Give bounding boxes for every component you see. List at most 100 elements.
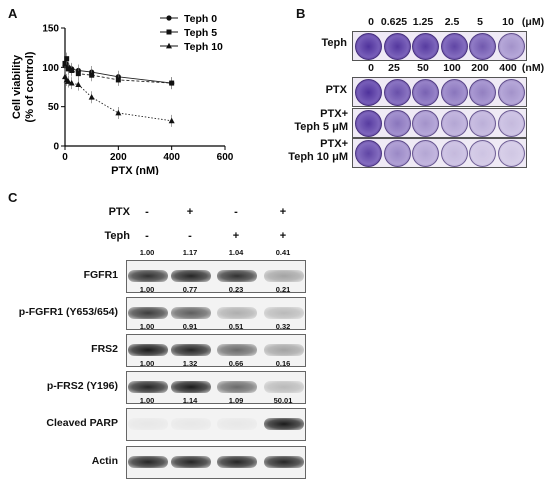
dose-unit: (nM) [521, 62, 545, 74]
data-point [88, 94, 95, 100]
densitometry-value: 0.51 [228, 322, 244, 331]
treatment-sign: + [279, 206, 287, 218]
protein-band [171, 418, 211, 430]
data-point [64, 56, 70, 62]
blot-image [126, 446, 306, 479]
ptx-teph5-well-strip [352, 108, 527, 138]
treatment-sign: + [279, 230, 287, 242]
densitometry-value: 50.01 [273, 396, 293, 405]
data-point [168, 117, 175, 124]
teph-well-strip [352, 31, 527, 61]
protein-band [217, 307, 257, 319]
blot-image [126, 334, 306, 367]
colony-well [497, 110, 525, 137]
x-tick-label: 400 [163, 152, 180, 163]
y-tick-label: 100 [42, 63, 59, 74]
ptx-teph5-row-label: PTX+ Teph 5 μM [270, 108, 348, 134]
protein-band [217, 418, 257, 430]
densitometry-value: 0.21 [275, 285, 291, 294]
protein-band [264, 381, 304, 393]
densitometry-value: 1.04 [228, 248, 244, 257]
protein-band [217, 456, 257, 468]
protein-band [128, 344, 168, 356]
colony-well [469, 33, 496, 60]
treatment-sign: - [188, 230, 192, 242]
blot-label: p-FRS2 (Y196) [46, 380, 118, 392]
legend-entry: Teph 5 [184, 27, 217, 39]
blot-image [126, 260, 306, 293]
colony-well [412, 140, 439, 167]
protein-band [128, 307, 168, 319]
colony-well [469, 110, 496, 137]
y-axis-label-line1: Cell viability [11, 54, 23, 119]
blot-image [126, 297, 306, 330]
y-tick-label: 50 [48, 102, 60, 113]
protein-band [171, 307, 211, 319]
colony-well [355, 110, 382, 137]
teph-treatment-label: Teph [104, 230, 130, 242]
blot-image [126, 371, 306, 404]
legend-entry: Teph 10 [184, 41, 223, 53]
ptx-teph10-line2: Teph 10 μM [288, 151, 348, 163]
ptx-teph5-line2: Teph 5 μM [294, 121, 348, 133]
protein-band [171, 344, 211, 356]
data-point [75, 81, 82, 88]
densitometry-value: 0.66 [228, 359, 244, 368]
ptx-teph10-row-label: PTX+ Teph 10 μM [262, 138, 348, 164]
densitometry-value: 0.91 [182, 322, 198, 331]
densitometry-value: 0.23 [228, 285, 244, 294]
colony-well [469, 140, 496, 167]
protein-band [264, 456, 304, 468]
data-point [115, 109, 122, 116]
densitometry-value: 0.32 [275, 322, 291, 331]
ptx-teph10-line1: PTX+ [320, 138, 348, 150]
protein-band [264, 344, 304, 356]
colony-well [383, 110, 411, 137]
dose-label: 400 [499, 62, 517, 74]
dose-label: 25 [388, 62, 400, 74]
densitometry-value: 1.32 [182, 359, 198, 368]
ptx-teph10-well-strip [352, 138, 527, 168]
y-tick-label: 150 [42, 24, 59, 35]
blot-label: p-FGFR1 (Y653/654) [18, 306, 118, 318]
dose-label: 0.625 [380, 16, 408, 28]
data-point [62, 60, 68, 66]
dose-label: 200 [471, 62, 489, 74]
protein-band [128, 456, 168, 468]
dose-label: 0 [368, 16, 374, 28]
treatment-sign: - [234, 206, 238, 218]
data-point [115, 77, 121, 83]
colony-well [412, 33, 439, 60]
data-point [68, 79, 75, 86]
ptx-row-label: PTX [325, 84, 347, 96]
legend-marker [166, 42, 172, 49]
data-point [65, 78, 72, 84]
protein-band [128, 381, 168, 393]
protein-band [264, 307, 304, 319]
colony-well [355, 79, 382, 106]
protein-band [128, 418, 168, 430]
blot-image [126, 408, 306, 441]
colony-well [355, 33, 382, 60]
colony-well [412, 79, 439, 106]
colony-well [469, 79, 496, 106]
x-axis-label: PTX (nM) [111, 165, 159, 175]
blot-label: Actin [91, 455, 118, 467]
x-tick-label: 200 [110, 152, 127, 163]
treatment-sign: + [232, 230, 240, 242]
protein-band [217, 344, 257, 356]
ptx-teph5-line1: PTX+ [320, 108, 348, 120]
protein-band [217, 381, 257, 393]
colony-well [497, 33, 525, 60]
densitometry-value: 1.17 [182, 248, 198, 257]
legend-marker [166, 29, 172, 35]
colony-well [440, 79, 468, 106]
colony-well [440, 110, 468, 137]
dose-label: 50 [417, 62, 429, 74]
panel-label-a: A [8, 6, 18, 21]
teph-row-label: Teph [321, 37, 347, 49]
blot-label: FGFR1 [83, 269, 118, 281]
colony-well [440, 140, 468, 167]
data-point [65, 66, 71, 72]
colony-well [383, 33, 411, 60]
